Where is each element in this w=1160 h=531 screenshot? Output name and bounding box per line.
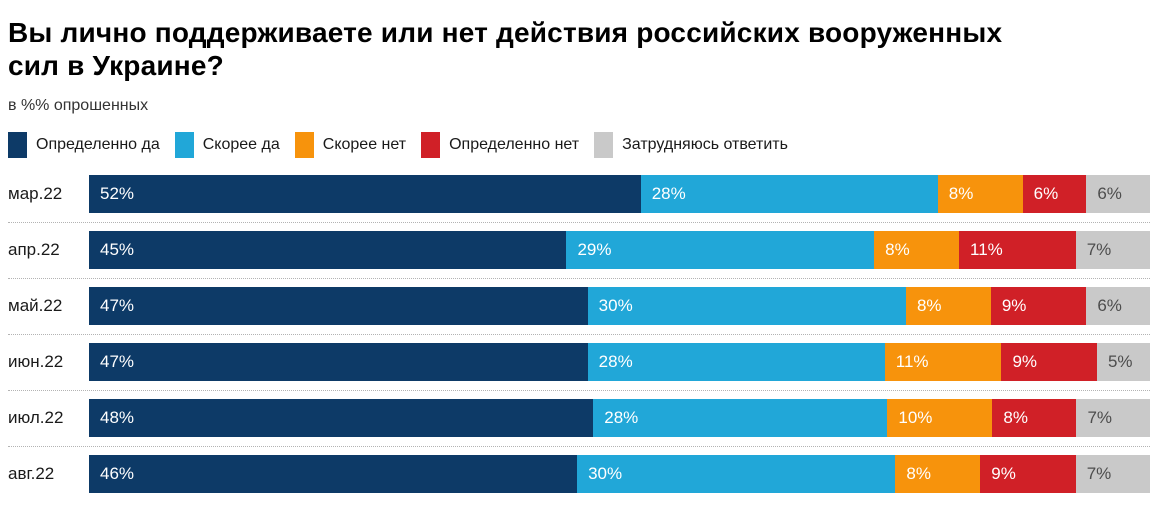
category-label: июл.22: [8, 408, 64, 427]
bar-segment: 7%: [1075, 231, 1150, 269]
bar-segment: 8%: [905, 287, 991, 325]
segment-value-label: 28%: [598, 352, 633, 371]
bar-segment: 11%: [884, 343, 1002, 381]
stacked-bar: 48% 28% 10% 8% 7%: [89, 399, 1150, 437]
bar-segment: 29%: [566, 231, 875, 269]
segment-value-label: 8%: [1003, 408, 1028, 427]
legend-swatch-icon: [594, 131, 614, 158]
legend-item: Затрудняюсь ответить: [594, 131, 788, 158]
category-label: июн.22: [8, 352, 64, 371]
segment-value-label: 47%: [100, 296, 135, 315]
segment-value-label: 10%: [898, 408, 933, 427]
legend-item-label: Скорее да: [202, 135, 280, 153]
stacked-bar: 52% 28% 8% 6% 6%: [89, 175, 1150, 213]
segment-value-label: 8%: [948, 184, 974, 203]
chart-row-мар.22: мар.22 52% 28% 8% 6% 6%: [8, 175, 1150, 223]
bar-segment: 47%: [89, 343, 588, 381]
segment-value-label: 9%: [1001, 296, 1027, 315]
stacked-bar-chart: мар.22 52% 28% 8% 6% 6% апр.22 45% 29% 8% 11% 7% май…: [8, 175, 1150, 493]
bar-segment: 28%: [593, 399, 888, 437]
chart-row-авг.22: авг.22 46% 30% 8% 9% 7%: [8, 455, 1150, 493]
legend-item-label: Определенно нет: [449, 135, 580, 153]
bar-segment: 11%: [959, 231, 1076, 269]
bar-segment: 6%: [1022, 175, 1087, 213]
segment-value-label: 7%: [1086, 464, 1112, 483]
legend-swatch-icon: [174, 131, 194, 158]
legend-swatch-icon: [294, 131, 314, 158]
bar-segment: 47%: [89, 287, 588, 325]
bar-segment: 45%: [89, 231, 567, 269]
chart-subtitle: в %% опрошенных: [8, 97, 149, 114]
stacked-bar: 47% 30% 8% 9% 6%: [89, 287, 1150, 325]
page-title: Вы лично поддерживаете или нет действия …: [8, 17, 1003, 81]
legend-item: Определенно да: [8, 131, 160, 158]
segment-value-label: 6%: [1097, 296, 1122, 315]
legend-item-label: Определенно да: [36, 135, 160, 153]
bar-segment: 8%: [937, 175, 1023, 213]
category-label: апр.22: [8, 240, 60, 259]
bar-segment: 30%: [577, 455, 896, 493]
segment-value-label: 11%: [970, 240, 1003, 259]
bar-segment: 48%: [89, 399, 594, 437]
segment-value-label: 30%: [588, 464, 623, 483]
segment-value-label: 46%: [100, 464, 135, 483]
stacked-bar: 45% 29% 8% 11% 7%: [89, 231, 1150, 269]
chart-row-июн.22: июн.22 47% 28% 11% 9% 5%: [8, 343, 1150, 391]
legend-swatch-icon: [421, 131, 441, 158]
legend-item: Скорее да: [174, 131, 280, 158]
chart-row-июл.22: июл.22 48% 28% 10% 8% 7%: [8, 399, 1150, 447]
legend-item: Определенно нет: [421, 131, 580, 158]
chart-legend: Определенно да Скорее да Скорее нет Определ…: [8, 131, 1150, 158]
segment-value-label: 5%: [1107, 352, 1133, 371]
bar-segment: 6%: [1086, 175, 1150, 213]
stacked-bar: 46% 30% 8% 9% 7%: [89, 455, 1150, 493]
bar-segment: 9%: [1001, 343, 1097, 381]
category-label: мар.22: [8, 184, 63, 203]
bar-segment: 7%: [1076, 399, 1150, 437]
segment-value-label: 6%: [1033, 184, 1059, 203]
segment-value-label: 11%: [895, 352, 929, 371]
segment-value-label: 28%: [604, 408, 639, 427]
segment-value-label: 45%: [100, 240, 135, 259]
stacked-bar: 47% 28% 11% 9% 5%: [89, 343, 1150, 381]
segment-value-label: 28%: [651, 184, 686, 203]
bar-segment: 6%: [1086, 287, 1150, 325]
bar-segment: 7%: [1075, 455, 1150, 493]
bar-segment: 9%: [990, 287, 1087, 325]
segment-value-label: 9%: [991, 464, 1016, 483]
segment-value-label: 48%: [100, 408, 135, 427]
bar-segment: 10%: [887, 399, 993, 437]
segment-value-label: 8%: [916, 296, 942, 315]
legend-item-label: Затрудняюсь ответить: [622, 135, 788, 153]
bar-segment: 28%: [587, 343, 885, 381]
segment-value-label: 9%: [1012, 352, 1038, 371]
bar-segment: 30%: [587, 287, 906, 325]
bar-segment: 9%: [980, 455, 1076, 493]
legend-swatch-icon: [8, 131, 27, 158]
segment-value-label: 52%: [100, 184, 135, 203]
segment-value-label: 29%: [577, 240, 612, 259]
bar-segment: 8%: [992, 399, 1077, 437]
bar-segment: 52%: [89, 175, 641, 213]
bar-segment: 8%: [874, 231, 960, 269]
chart-row-апр.22: апр.22 45% 29% 8% 11% 7%: [8, 231, 1150, 279]
bar-segment: 8%: [895, 455, 981, 493]
segment-value-label: 7%: [1087, 408, 1113, 427]
legend-item: Скорее нет: [294, 131, 407, 158]
chart-row-май.22: май.22 47% 30% 8% 9% 6%: [8, 287, 1150, 335]
segment-value-label: 8%: [885, 240, 910, 259]
segment-value-label: 6%: [1097, 184, 1122, 203]
segment-value-label: 47%: [100, 352, 135, 371]
bar-segment: 46%: [89, 455, 578, 493]
category-label: май.22: [8, 296, 63, 315]
bar-segment: 5%: [1096, 343, 1150, 381]
segment-value-label: 30%: [598, 296, 633, 315]
segment-value-label: 8%: [906, 464, 931, 483]
bar-segment: 28%: [640, 175, 938, 213]
category-label: авг.22: [8, 464, 55, 483]
segment-value-label: 7%: [1086, 240, 1112, 259]
legend-item-label: Скорее нет: [322, 135, 407, 153]
